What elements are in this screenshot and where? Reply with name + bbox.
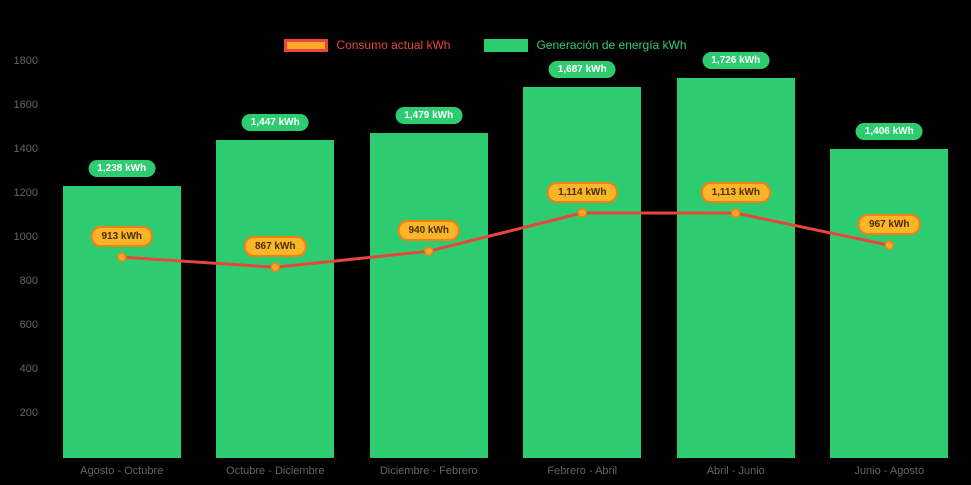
bar-value-label: 1,406 kWh — [855, 122, 923, 140]
consumo-marker[interactable] — [424, 246, 434, 256]
x-axis-label: Agosto - Octubre — [80, 465, 164, 477]
consumo-swatch-icon — [284, 38, 329, 52]
bar-value-label: 1,726 kWh — [702, 52, 770, 70]
y-axis-tick-label: 1400 — [13, 143, 38, 155]
line-value-label: 867 kWh — [243, 236, 307, 258]
bar-generacion[interactable] — [523, 86, 642, 458]
bar-generacion[interactable] — [676, 78, 795, 458]
bar-value-label: 1,687 kWh — [548, 60, 616, 78]
consumo-marker[interactable] — [270, 262, 280, 273]
y-axis-tick-label: 400 — [19, 363, 38, 375]
consumo-marker[interactable] — [577, 208, 587, 218]
x-axis-label: Junio - Agosto — [854, 465, 925, 477]
bar-value-label: 1,447 kWh — [241, 113, 309, 131]
generacion-swatch-icon — [484, 38, 529, 52]
line-value-label: 967 kWh — [857, 214, 921, 236]
y-axis-tick-label: 1200 — [13, 187, 38, 199]
bar-generacion[interactable] — [216, 139, 335, 458]
consumo-marker[interactable] — [884, 240, 894, 251]
consumo-marker[interactable] — [117, 252, 127, 262]
legend-label-generacion: Generación de energía kWh — [536, 38, 687, 52]
y-axis-tick-label: 1800 — [13, 55, 38, 67]
x-axis-label: Febrero - Abril — [547, 465, 618, 477]
bar-value-label: 1,479 kWh — [395, 106, 463, 124]
line-value-label: 940 kWh — [397, 220, 461, 242]
legend-label-consumo: Consumo actual kWh — [336, 38, 451, 52]
y-axis-tick-label: 1600 — [13, 99, 38, 111]
consumo-marker[interactable] — [731, 208, 741, 218]
y-axis-tick-label: 1000 — [13, 231, 38, 243]
legend-item-generacion[interactable]: Generación de energía kWh — [484, 38, 687, 52]
bar-generacion[interactable] — [830, 148, 949, 458]
line-value-label: 1,113 kWh — [700, 182, 771, 204]
line-value-label: 1,114 kWh — [547, 181, 618, 203]
y-axis-tick-label: 200 — [19, 407, 38, 419]
y-axis-tick-label: 600 — [19, 319, 38, 331]
x-axis-label: Diciembre - Febrero — [379, 465, 478, 477]
legend-item-consumo[interactable]: Consumo actual kWh — [284, 38, 450, 52]
line-value-label: 913 kWh — [90, 226, 154, 248]
x-axis-label: Octubre - Diciembre — [226, 465, 325, 477]
y-axis-tick-label: 800 — [19, 275, 38, 287]
x-axis-label: Abril - Junio — [706, 465, 765, 477]
bar-generacion[interactable] — [369, 132, 488, 458]
bar-value-label: 1,238 kWh — [88, 159, 156, 177]
legend: Consumo actual kWh Generación de energía… — [0, 38, 971, 52]
